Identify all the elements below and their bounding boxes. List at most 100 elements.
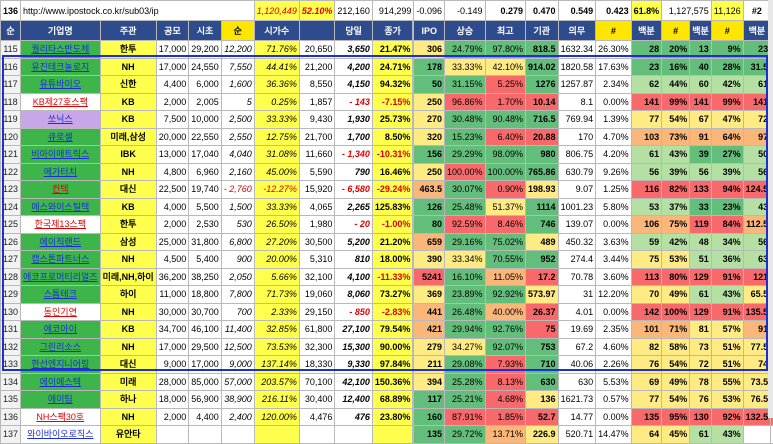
- column-header[interactable]: 순: [221, 21, 254, 41]
- data-cell[interactable]: 48: [690, 233, 712, 251]
- data-cell[interactable]: 320: [414, 128, 445, 146]
- data-cell[interactable]: 81: [690, 321, 712, 339]
- data-cell[interactable]: 16.46%: [372, 163, 413, 181]
- data-cell[interactable]: 4,100: [335, 268, 373, 286]
- data-cell[interactable]: 26.48%: [444, 303, 485, 321]
- data-cell[interactable]: 2.34%: [596, 76, 632, 94]
- summary-right-value[interactable]: 11,126: [711, 1, 743, 21]
- data-cell[interactable]: 34%: [711, 233, 743, 251]
- data-cell[interactable]: 33.33%: [444, 58, 485, 76]
- data-cell[interactable]: 23: [743, 41, 771, 59]
- data-cell[interactable]: 716.5: [526, 111, 559, 129]
- company-name[interactable]: NH스팩30호: [21, 408, 101, 426]
- row-number[interactable]: 121: [1, 146, 21, 164]
- data-cell[interactable]: 29,500: [189, 338, 222, 356]
- row-number[interactable]: 123: [1, 181, 21, 199]
- data-cell[interactable]: 25.73%: [372, 111, 413, 129]
- data-cell[interactable]: 12,500: [221, 338, 254, 356]
- underwriter[interactable]: KB: [100, 321, 156, 339]
- data-cell[interactable]: 90.48%: [485, 111, 526, 129]
- data-cell[interactable]: 203.57%: [254, 373, 299, 391]
- data-cell[interactable]: 59: [631, 233, 662, 251]
- data-cell[interactable]: 71.76%: [254, 41, 299, 59]
- data-cell[interactable]: 150.36%: [372, 373, 413, 391]
- underwriter[interactable]: NH: [100, 251, 156, 269]
- data-cell[interactable]: 77: [631, 111, 662, 129]
- row-number[interactable]: 120: [1, 128, 21, 146]
- data-cell[interactable]: 14.47%: [596, 426, 632, 444]
- data-cell[interactable]: 70: [631, 286, 662, 304]
- data-cell[interactable]: 61: [690, 286, 712, 304]
- underwriter[interactable]: KB: [100, 111, 156, 129]
- data-cell[interactable]: 50: [743, 146, 771, 164]
- data-cell[interactable]: 13.71%: [485, 426, 526, 444]
- data-cell[interactable]: 26.37: [526, 303, 559, 321]
- data-cell[interactable]: 13,000: [156, 146, 189, 164]
- company-name[interactable]: 유진테크놀로지: [21, 58, 101, 76]
- data-cell[interactable]: 96.86%: [444, 93, 485, 111]
- data-cell[interactable]: 75.02%: [485, 233, 526, 251]
- data-cell[interactable]: 4.68%: [485, 391, 526, 409]
- data-cell[interactable]: 11.05%: [485, 268, 526, 286]
- data-cell[interactable]: 85,000: [189, 373, 222, 391]
- data-cell[interactable]: 0.25%: [254, 93, 299, 111]
- company-name[interactable]: 유튜바이오: [21, 76, 101, 94]
- data-cell[interactable]: 117: [414, 391, 445, 409]
- data-cell[interactable]: 4,150: [335, 76, 373, 94]
- data-cell[interactable]: 31: [558, 286, 596, 304]
- data-cell[interactable]: 198.93: [526, 181, 559, 199]
- data-cell[interactable]: 3.60%: [596, 268, 632, 286]
- data-cell[interactable]: 5.53%: [596, 373, 632, 391]
- data-cell[interactable]: 34.27%: [444, 338, 485, 356]
- data-cell[interactable]: 980: [526, 146, 559, 164]
- data-cell[interactable]: 30.07%: [444, 181, 485, 199]
- data-cell[interactable]: 26.30%: [596, 41, 632, 59]
- data-cell[interactable]: 125.83%: [372, 198, 413, 216]
- data-cell[interactable]: 5: [221, 93, 254, 111]
- data-cell[interactable]: 137.14%: [254, 356, 299, 374]
- column-header[interactable]: 백분: [743, 21, 771, 41]
- underwriter[interactable]: 신한: [100, 76, 156, 94]
- company-name[interactable]: 에이팀: [21, 391, 101, 409]
- column-header[interactable]: 순: [1, 21, 21, 41]
- data-cell[interactable]: 25.48%: [444, 198, 485, 216]
- data-cell[interactable]: 659: [414, 233, 445, 251]
- data-cell[interactable]: 1621.73: [558, 391, 596, 409]
- data-cell[interactable]: 29.08%: [444, 356, 485, 374]
- data-cell[interactable]: 44.41%: [254, 58, 299, 76]
- data-cell[interactable]: 51: [690, 251, 712, 269]
- data-cell[interactable]: 54%: [662, 111, 690, 129]
- data-cell[interactable]: 4,400: [156, 76, 189, 94]
- row-number[interactable]: 127: [1, 251, 21, 269]
- row-number[interactable]: 126: [1, 233, 21, 251]
- data-cell[interactable]: 135.5: [743, 303, 771, 321]
- data-cell[interactable]: 0.00%: [596, 216, 632, 234]
- data-cell[interactable]: 98.09%: [485, 146, 526, 164]
- data-cell[interactable]: 520.71: [558, 426, 596, 444]
- column-header[interactable]: 주관: [100, 21, 156, 41]
- data-cell[interactable]: [335, 426, 373, 444]
- data-cell[interactable]: 1001.23: [558, 198, 596, 216]
- data-cell[interactable]: 119: [690, 216, 712, 234]
- data-cell[interactable]: 116: [631, 181, 662, 199]
- data-cell[interactable]: 43: [743, 198, 771, 216]
- underwriter[interactable]: 유안타: [100, 426, 156, 444]
- data-cell[interactable]: 135: [414, 426, 445, 444]
- data-cell[interactable]: 38,250: [189, 268, 222, 286]
- data-cell[interactable]: 92.76%: [485, 321, 526, 339]
- underwriter[interactable]: 하이: [100, 286, 156, 304]
- data-cell[interactable]: 32,100: [299, 268, 335, 286]
- stat-value[interactable]: -0.096: [414, 1, 445, 21]
- data-cell[interactable]: 5,200: [335, 233, 373, 251]
- data-cell[interactable]: 44%: [662, 76, 690, 94]
- data-cell[interactable]: 441: [414, 303, 445, 321]
- data-cell[interactable]: 73.53%: [254, 338, 299, 356]
- data-cell[interactable]: 76: [631, 356, 662, 374]
- data-cell[interactable]: 76.5: [743, 391, 771, 409]
- company-name[interactable]: 에코아이: [21, 321, 101, 339]
- data-cell[interactable]: 5241: [414, 268, 445, 286]
- row-number[interactable]: 124: [1, 198, 21, 216]
- data-cell[interactable]: -1.00%: [372, 216, 413, 234]
